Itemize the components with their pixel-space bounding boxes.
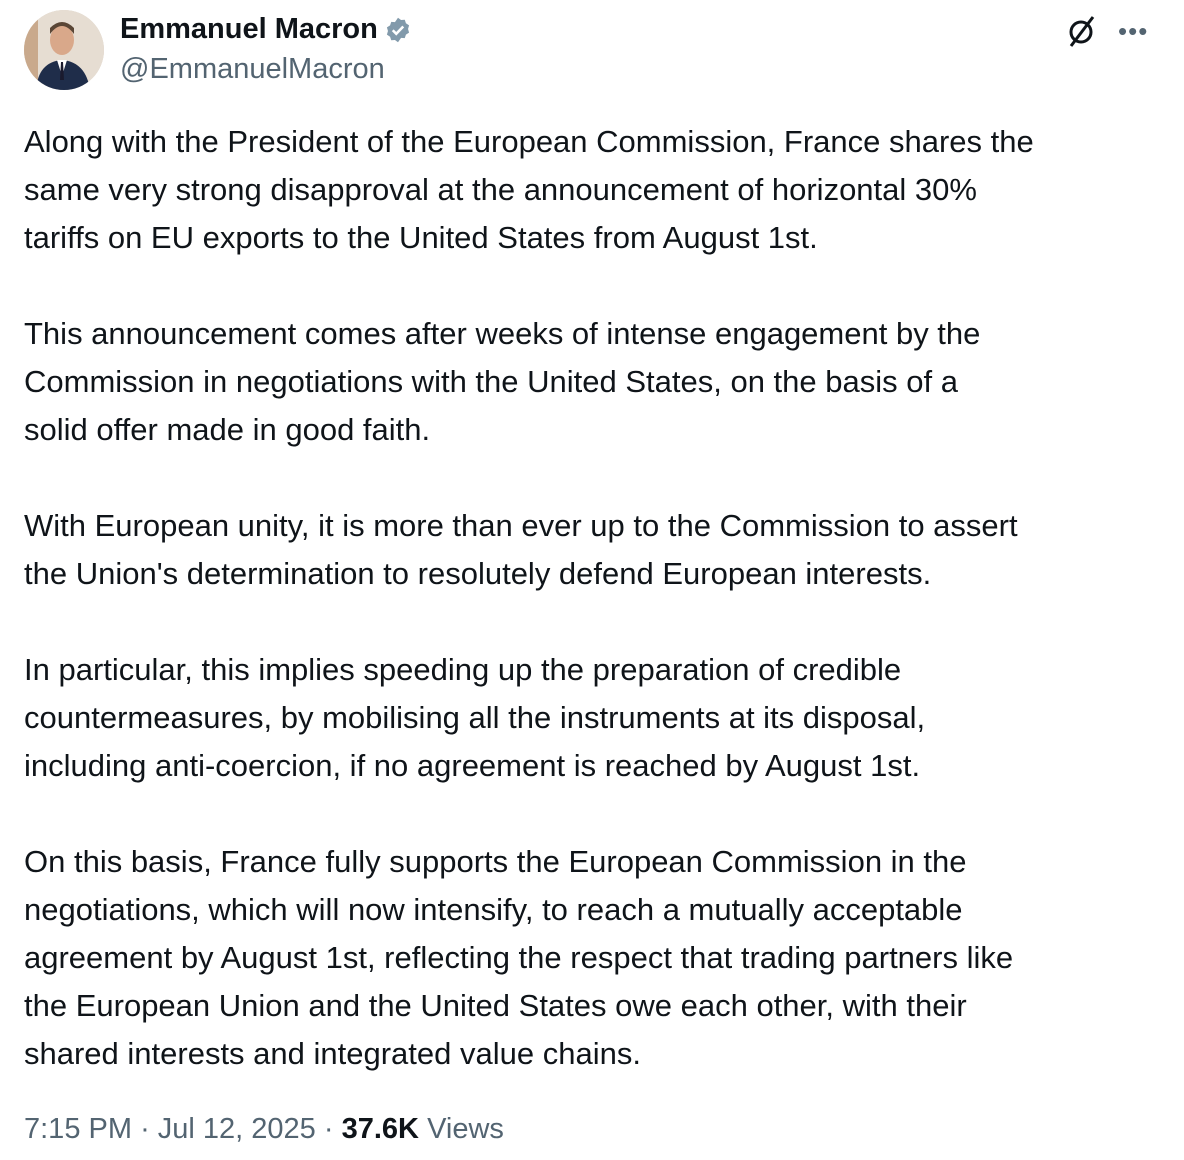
text-line: Commission in negotiations with the Unit… — [24, 364, 958, 399]
text-line: This announcement comes after weeks of i… — [24, 316, 981, 351]
text-line: On this basis, France fully supports the… — [24, 844, 967, 879]
author-handle[interactable]: @EmmanuelMacron — [120, 53, 385, 85]
separator: · — [323, 1113, 334, 1145]
tweet-paragraph: On this basis, France fully supports the… — [24, 838, 1034, 1078]
text-line: agreement by August 1st, reflecting the … — [24, 940, 1014, 975]
tweet-paragraph: With European unity, it is more than eve… — [24, 502, 1034, 598]
grok-icon[interactable] — [1064, 14, 1098, 48]
author-name-text: Emmanuel Macron — [120, 13, 378, 45]
text-line: shared interests and integrated value ch… — [24, 1036, 641, 1071]
text-line: tariffs on EU exports to the United Stat… — [24, 220, 818, 255]
tweet-paragraph: In particular, this implies speeding up … — [24, 646, 1034, 790]
text-line: countermeasures, by mobilising all the i… — [24, 700, 926, 735]
more-icon[interactable]: ••• — [1118, 16, 1149, 46]
tweet-text: Along with the President of the European… — [24, 118, 1034, 1126]
text-line: In particular, this implies speeding up … — [24, 652, 902, 687]
avatar[interactable] — [24, 10, 104, 90]
text-line: negotiations, which will now intensify, … — [24, 892, 963, 927]
views-label: Views — [427, 1113, 504, 1145]
verified-badge-icon[interactable] — [384, 16, 412, 44]
tweet-meta: 7:15 PM · Jul 12, 2025 · 37.6K Views — [24, 1113, 504, 1146]
tweet-paragraph: This announcement comes after weeks of i… — [24, 310, 1034, 454]
text-line: With European unity, it is more than eve… — [24, 508, 1018, 543]
text-line: the Union's determination to resolutely … — [24, 556, 932, 591]
tweet-date[interactable]: Jul 12, 2025 — [157, 1113, 316, 1145]
views-count: 37.6K — [341, 1113, 419, 1145]
tweet-paragraph: Along with the President of the European… — [24, 118, 1034, 262]
tweet-time[interactable]: 7:15 PM — [24, 1113, 132, 1145]
avatar-image — [24, 10, 104, 90]
text-line: Along with the President of the European… — [24, 124, 1034, 159]
text-line: same very strong disapproval at the anno… — [24, 172, 977, 207]
author-name[interactable]: Emmanuel Macron — [120, 13, 412, 46]
separator: · — [140, 1113, 150, 1145]
text-line: solid offer made in good faith. — [24, 412, 431, 447]
text-line: the European Union and the United States… — [24, 988, 967, 1023]
text-line: including anti-coercion, if no agreement… — [24, 748, 921, 783]
